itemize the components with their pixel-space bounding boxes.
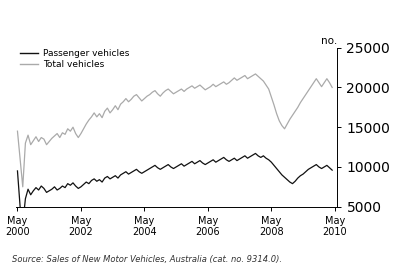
Text: Source: Sales of New Motor Vehicles, Australia (cat. no. 9314.0).: Source: Sales of New Motor Vehicles, Aus… (12, 255, 282, 264)
Legend: Passenger vehicles, Total vehicles: Passenger vehicles, Total vehicles (20, 49, 129, 69)
Text: no.: no. (321, 36, 337, 46)
